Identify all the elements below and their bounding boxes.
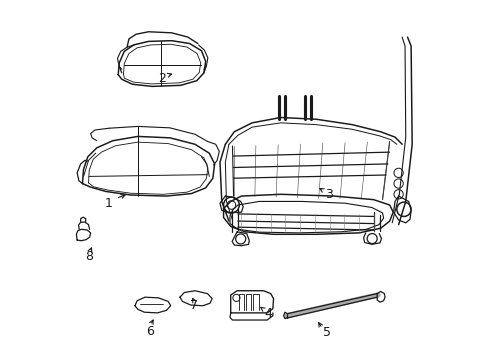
Text: 1: 1 (104, 197, 113, 210)
Text: 5: 5 (323, 327, 331, 339)
Polygon shape (231, 291, 273, 313)
Text: 8: 8 (86, 250, 94, 263)
Text: 2: 2 (158, 72, 166, 85)
Polygon shape (135, 297, 171, 313)
Text: 4: 4 (264, 307, 272, 320)
Polygon shape (223, 194, 393, 234)
Text: 3: 3 (325, 188, 333, 201)
Text: 7: 7 (190, 299, 198, 312)
Text: 6: 6 (147, 325, 154, 338)
